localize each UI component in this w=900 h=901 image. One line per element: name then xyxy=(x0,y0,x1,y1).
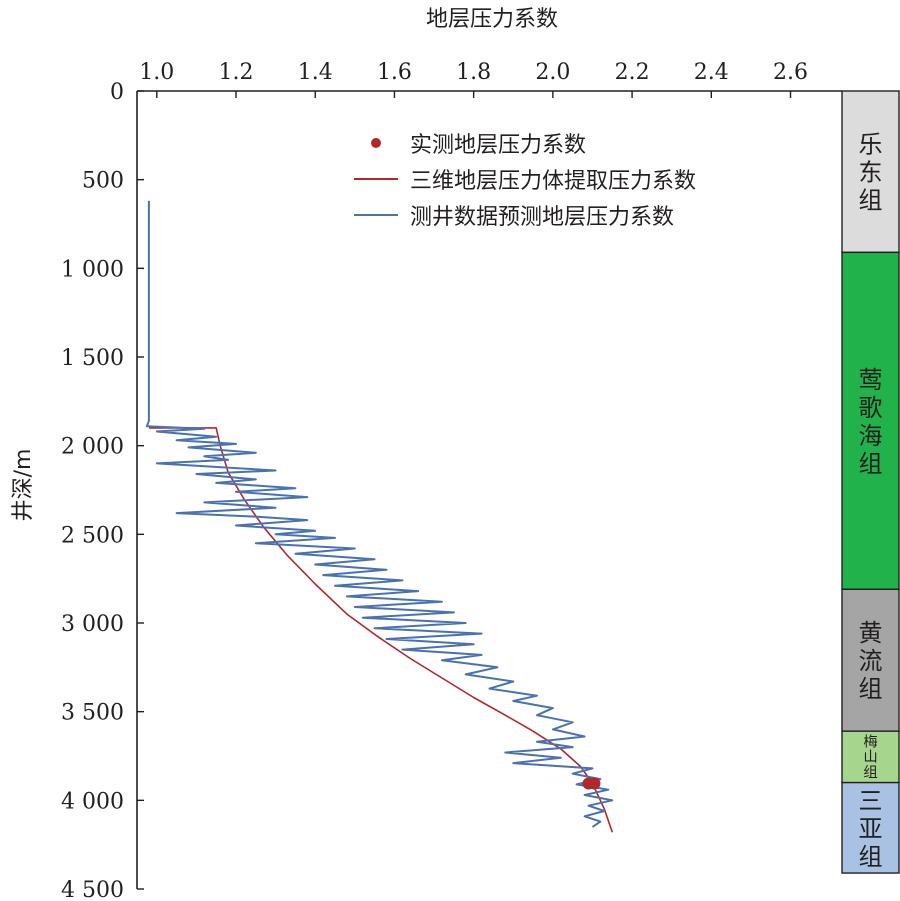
formation-block xyxy=(841,781,900,874)
axes xyxy=(136,90,842,889)
legend-marker xyxy=(371,138,381,148)
formation-label: 乐东组 xyxy=(859,131,883,215)
y-tick-label: 4 500 xyxy=(61,878,124,901)
y-tick-label: 2 000 xyxy=(61,435,124,460)
formation-block xyxy=(841,251,900,591)
formation-block xyxy=(841,730,900,784)
x-tick-label: 2.6 xyxy=(773,60,808,85)
legend-label: 实测地层压力系数 xyxy=(410,133,586,158)
y-tick-label: 500 xyxy=(82,169,124,194)
formation-block xyxy=(841,588,900,732)
x-tick-label: 2.0 xyxy=(535,60,570,85)
series-layer xyxy=(145,200,614,833)
x-tick-label: 1.8 xyxy=(456,60,491,85)
y-tick-label: 3 500 xyxy=(61,701,124,726)
y-ticks: 0 500 1 000 1 500 2 000 2 500 3 000 3 500 4 000 4… xyxy=(61,80,144,901)
y-tick-label: 0 xyxy=(110,80,124,105)
formation-label: 莺歌海组 xyxy=(859,366,883,478)
x-tick-label: 2.4 xyxy=(694,60,729,85)
x-ticks: 1.0 1.2 1.4 1.6 1.8 2.0 2.2 2.4 2.6 xyxy=(139,60,808,98)
data-point xyxy=(588,777,601,790)
legend-label: 三维地层压力体提取压力系数 xyxy=(410,169,696,194)
series-line xyxy=(145,200,614,828)
formation-label: 梅山组 xyxy=(863,734,877,781)
formation-label: 黄流组 xyxy=(859,619,883,703)
y-tick-label: 1 000 xyxy=(61,257,124,282)
y-axis-title: 井深/m xyxy=(11,449,36,522)
series-line xyxy=(148,427,614,833)
formation-label: 三亚组 xyxy=(859,787,883,871)
x-tick-label: 1.6 xyxy=(377,60,412,85)
y-tick-label: 2 500 xyxy=(61,523,124,548)
y-tick-label: 4 000 xyxy=(61,789,124,814)
y-tick-label: 3 000 xyxy=(61,612,124,637)
x-axis-title: 地层压力系数 xyxy=(426,7,558,32)
y-tick-label: 1 500 xyxy=(61,346,124,371)
x-tick-label: 2.2 xyxy=(615,60,650,85)
x-tick-label: 1.0 xyxy=(139,60,174,85)
legend-label: 测井数据预测地层压力系数 xyxy=(410,205,674,230)
x-tick-label: 1.4 xyxy=(298,60,333,85)
x-tick-label: 1.2 xyxy=(219,60,254,85)
